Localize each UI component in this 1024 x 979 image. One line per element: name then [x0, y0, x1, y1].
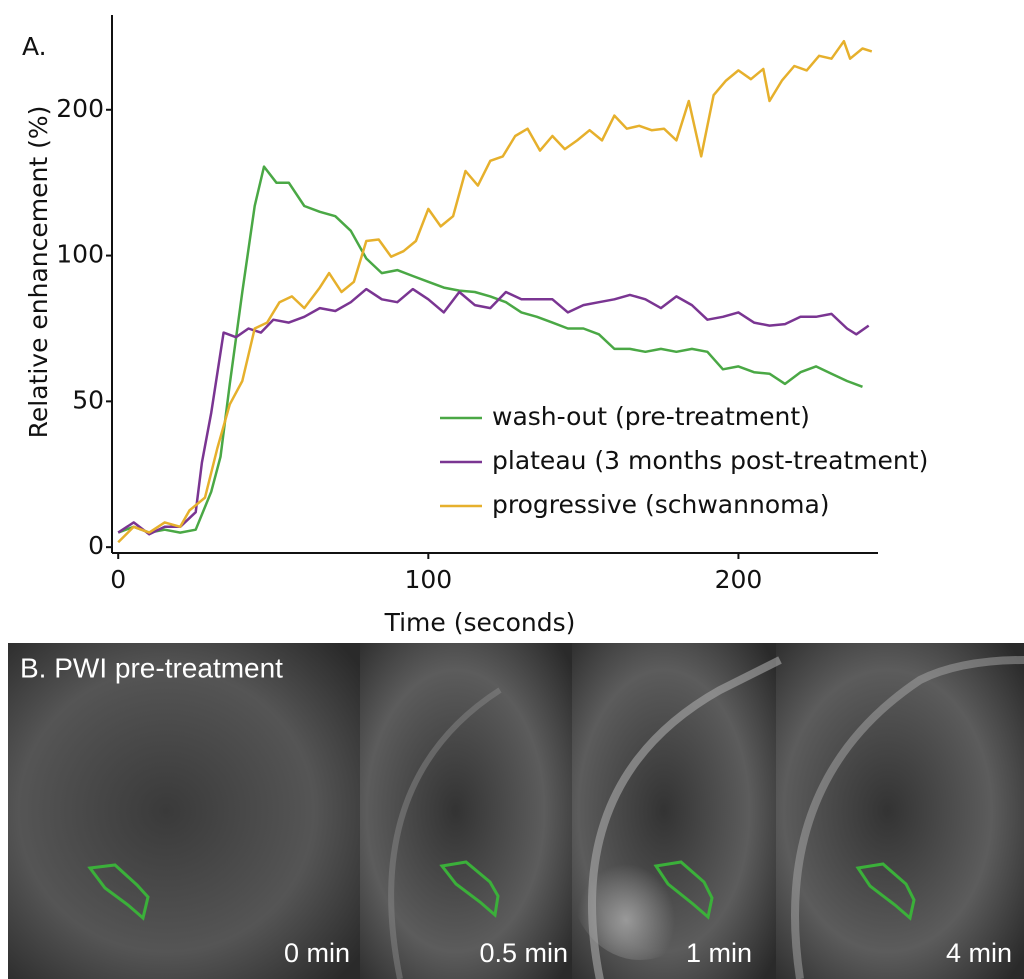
y-tick-label: 50 — [72, 385, 104, 414]
image-panel: B. PWI pre-treatment 0 min 0.5 min 1 min… — [8, 643, 1024, 979]
y-tick-label: 100 — [56, 240, 104, 269]
legend-label: plateau (3 months post-treatment) — [492, 446, 928, 475]
legend-label: progressive (schwannoma) — [492, 490, 830, 519]
x-tick-label: 200 — [715, 565, 763, 594]
panel-title: B. PWI pre-treatment — [20, 652, 283, 683]
legend-label: wash-out (pre-treatment) — [492, 402, 810, 431]
frame-label: 1 min — [686, 938, 752, 968]
x-axis-label: Time (seconds) — [384, 608, 576, 637]
y-axis-label: Relative enhancement (%) — [24, 106, 53, 439]
series-line — [118, 167, 862, 533]
panel-label: A. — [22, 32, 47, 61]
mri-frame — [8, 643, 360, 979]
frame-label: 0.5 min — [479, 938, 568, 968]
figure: B. PWI pre-treatment 0 min 0.5 min 1 min… — [0, 0, 1024, 979]
frame-label: 0 min — [284, 938, 350, 968]
x-tick-label: 100 — [404, 565, 452, 594]
y-tick-label: 0 — [88, 531, 104, 560]
y-tick-label: 200 — [56, 94, 104, 123]
x-tick-label: 0 — [110, 565, 126, 594]
frame-label: 4 min — [946, 938, 1012, 968]
